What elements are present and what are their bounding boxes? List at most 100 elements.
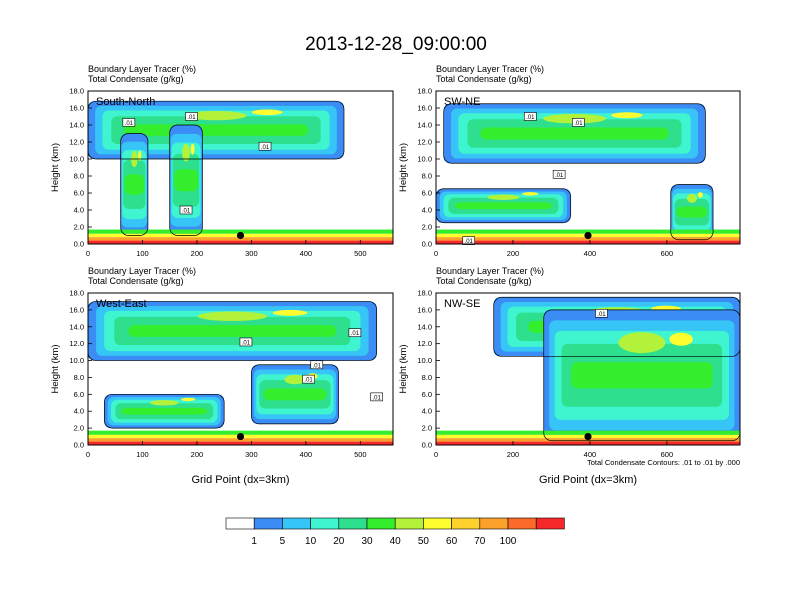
cloud-band <box>263 388 327 401</box>
contour-label-text: .01 <box>304 378 313 384</box>
colorbar-label: 1 <box>251 536 257 547</box>
condensate-contour <box>443 103 706 164</box>
cloud-band <box>123 124 309 136</box>
contour-label: .01 <box>370 392 383 402</box>
x-tick-label: 0 <box>86 249 90 258</box>
condensate-contour <box>88 100 345 160</box>
y-tick-label: 16.0 <box>69 305 84 314</box>
y-tick-label: 6.0 <box>422 189 432 198</box>
condensate-contour <box>169 124 203 236</box>
cloud-patch <box>611 112 643 119</box>
x-tick-label: 600 <box>661 249 674 258</box>
contour-label: .01 <box>310 360 324 370</box>
contour-label-text: .01 <box>555 173 564 179</box>
x-tick-label: 300 <box>245 450 258 459</box>
cloud-band <box>174 169 198 192</box>
y-tick-label: 8.0 <box>422 373 432 382</box>
contour-label-text: .01 <box>372 395 381 401</box>
y-tick-label: 2.0 <box>74 223 84 232</box>
x-tick-label: 0 <box>86 450 90 459</box>
colorbar-label: 70 <box>474 536 486 547</box>
y-tick-label: 0.0 <box>422 240 432 249</box>
colorbar-label: 20 <box>333 536 345 547</box>
location-marker <box>236 432 245 441</box>
y-axis-label: Height (km) <box>398 143 409 192</box>
cloud-band <box>571 362 713 389</box>
cloud-band <box>676 206 708 218</box>
x-tick-label: 200 <box>507 249 520 258</box>
colorbar-swatch <box>366 517 396 530</box>
y-tick-label: 16.0 <box>417 305 432 314</box>
colorbar-swatch <box>225 517 255 530</box>
y-tick-label: 12.0 <box>417 339 432 348</box>
cloud-band <box>121 407 208 415</box>
cloud-patch <box>185 111 247 121</box>
cloud-patch <box>190 143 195 155</box>
contour-label: .01 <box>595 308 608 318</box>
contour-label-text: .01 <box>313 363 322 369</box>
y-tick-label: 4.0 <box>74 206 84 215</box>
plot-frame <box>435 90 741 245</box>
surface-layer <box>88 430 393 435</box>
cloud-patch <box>272 309 308 316</box>
colorbar-label: 5 <box>280 536 286 547</box>
y-tick-label: 12.0 <box>69 138 84 147</box>
x-tick-label: 400 <box>584 450 597 459</box>
x-tick-label: 600 <box>661 450 674 459</box>
panels: .01 .01 .01 .01 South-North Boundary Layer Tr… <box>50 64 741 486</box>
cloud-patch <box>284 374 306 385</box>
cloud-patch <box>697 192 703 198</box>
y-tick-label: 14.0 <box>69 322 84 331</box>
contour-label-box <box>258 141 272 151</box>
contour-label-text: .01 <box>261 145 270 151</box>
cloud-band <box>124 174 145 195</box>
colorbar-label: 50 <box>418 536 430 547</box>
contour-label-box <box>185 112 198 121</box>
colorbar-swatch <box>451 517 481 530</box>
cloud-band <box>480 127 669 140</box>
cloud-patch <box>522 192 539 196</box>
y-tick-label: 4.0 <box>422 407 432 416</box>
tracer-field <box>436 296 740 445</box>
contour-label: .01 <box>179 205 193 215</box>
y-tick-label: 0.0 <box>74 240 84 249</box>
x-axis-label: Grid Point (dx=3km) <box>191 474 289 486</box>
surface-layer <box>88 441 393 445</box>
contour-label-text: .01 <box>125 121 134 127</box>
colorbar-swatch <box>310 517 340 530</box>
panel-label: West-East <box>96 298 147 310</box>
y-tick-label: 8.0 <box>74 373 84 382</box>
y-tick-label: 10.0 <box>417 155 432 164</box>
condensate-contour <box>88 301 378 361</box>
panel-header-contours: Total Condensate (g/kg) <box>436 276 532 286</box>
y-axis-label: Height (km) <box>398 344 409 393</box>
colorbar-label: 100 <box>500 536 517 547</box>
x-tick-label: 0 <box>434 249 438 258</box>
surface-layer <box>436 430 740 435</box>
contour-label-box <box>310 360 324 370</box>
contour-label-text: .01 <box>465 239 474 245</box>
x-tick-label: 300 <box>245 249 258 258</box>
cloud-patch <box>487 194 520 200</box>
contour-label-box <box>370 392 383 402</box>
panel-label: SW-NE <box>444 96 480 108</box>
cloud-patch <box>251 109 283 116</box>
y-axis-label: Height (km) <box>50 344 61 393</box>
y-tick-label: 8.0 <box>422 172 432 181</box>
y-tick-label: 14.0 <box>69 121 84 130</box>
contour-label: .01 <box>462 236 476 245</box>
surface-layer <box>436 441 740 445</box>
colorbar-swatch <box>535 517 565 530</box>
surface-layer <box>436 240 740 244</box>
contour-note: Total Condensate Contours: .01 to .01 by… <box>587 458 740 467</box>
panel-header-variable: Boundary Layer Tracer (%) <box>436 266 544 276</box>
y-tick-label: 0.0 <box>74 441 84 450</box>
y-tick-label: 2.0 <box>422 223 432 232</box>
colorbar-label: 60 <box>446 536 458 547</box>
y-tick-label: 8.0 <box>74 172 84 181</box>
contour-label-text: .01 <box>351 331 360 337</box>
panel-header-contours: Total Condensate (g/kg) <box>88 276 184 286</box>
y-tick-label: 10.0 <box>417 356 432 365</box>
cloud-patch <box>686 193 697 203</box>
